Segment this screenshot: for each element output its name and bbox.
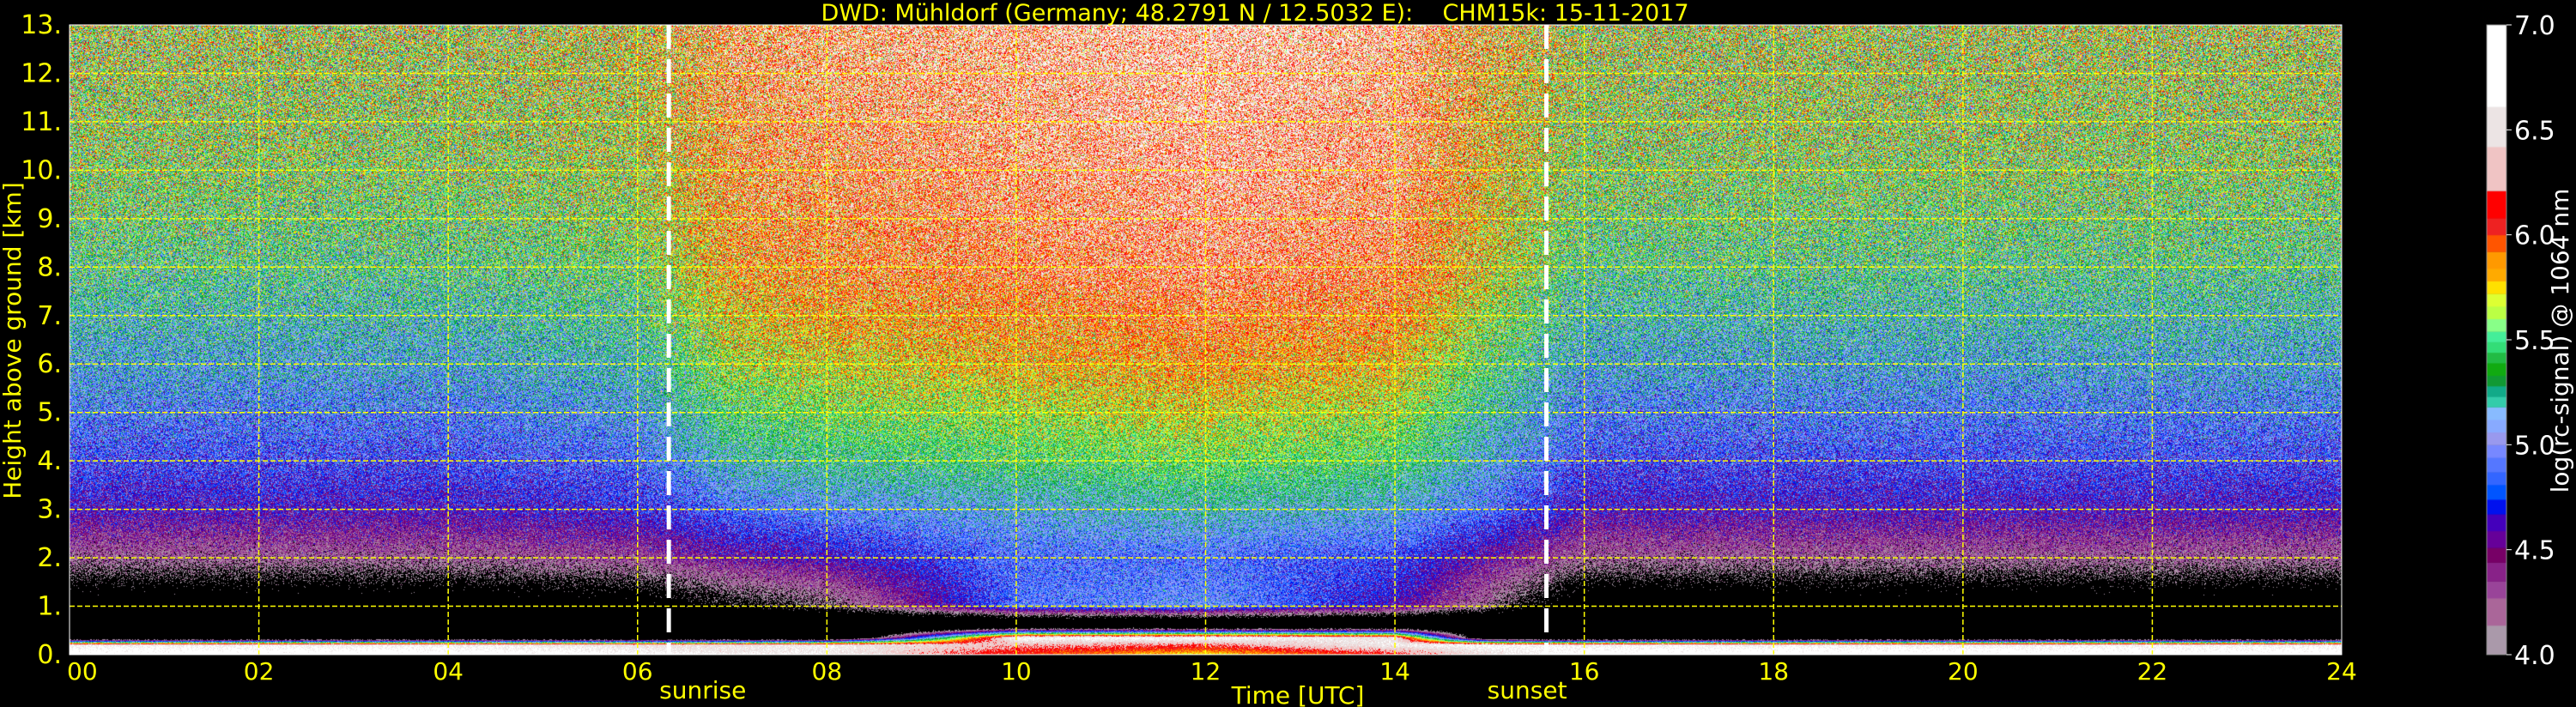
y-tick-label: 4.: [37, 446, 62, 476]
y-tick-labels: 0. 1. 2. 3. 4. 5. 6. 7. 8. 9. 10. 11. 12. 13.: [21, 10, 62, 670]
colorbar-raster: [2487, 25, 2506, 655]
colorbar-tick-label: 7.0: [2514, 11, 2555, 41]
y-tick-label: 10.: [21, 155, 62, 185]
y-tick-label: 3.: [37, 495, 62, 525]
x-tick-label: 24: [2326, 657, 2357, 686]
y-tick-label: 12.: [21, 58, 62, 88]
y-tick-label: 13.: [21, 10, 62, 40]
colorbar-tick-label: 5.0: [2514, 431, 2555, 461]
y-tick-label: 0.: [37, 640, 62, 670]
x-tick-labels: 00 02 04 06 08 10 12 14 16 18 20 22 24: [67, 657, 2357, 686]
x-tick-label: 10: [1001, 657, 1032, 686]
colorbar-tick-label: 6.0: [2514, 221, 2555, 251]
sunset-label: sunset: [1488, 676, 1567, 704]
sunrise-label: sunrise: [659, 676, 746, 704]
x-tick-label: 20: [1948, 657, 1979, 686]
y-tick-label: 7.: [37, 301, 62, 331]
y-tick-label: 2.: [37, 543, 62, 573]
x-tick-label: 06: [622, 657, 653, 686]
x-tick-label: 04: [433, 657, 464, 686]
x-tick-label: 16: [1569, 657, 1600, 686]
y-tick-label: 5.: [37, 398, 62, 428]
colorbar-tick-label: 4.0: [2514, 641, 2555, 671]
y-tick-label: 6.: [37, 349, 62, 379]
x-tick-label: 00: [67, 657, 98, 686]
y-tick-label: 9.: [37, 204, 62, 234]
x-tick-label: 18: [1758, 657, 1789, 686]
y-tick-label: 8.: [37, 252, 62, 282]
plot-frame: [69, 24, 2343, 656]
x-tick-label: 12: [1191, 657, 1221, 686]
colorbar-label: log(rc-signal) @ 1064 nm: [2546, 189, 2574, 493]
chart-title: DWD: Mühldorf (Germany; 48.2791 N / 12.5…: [821, 0, 1688, 27]
x-tick-label: 08: [812, 657, 843, 686]
y-axis-label: Height above ground [km]: [0, 182, 27, 499]
y-tick-label: 1.: [37, 592, 62, 622]
x-tick-label: 14: [1379, 657, 1410, 686]
event-lines: sunrise sunset: [659, 25, 1567, 704]
colorbar-tick-labels: 4.0 4.5 5.0 5.5 6.0 6.5 7.0: [2486, 11, 2555, 671]
colorbar-tick-label: 5.5: [2514, 326, 2555, 356]
colorbar-tick-label: 6.5: [2514, 116, 2555, 146]
x-axis-label: Time [UTC]: [1231, 681, 1365, 707]
x-tick-label: 22: [2137, 657, 2168, 686]
grid-lines: [70, 25, 2342, 655]
colorbar-tick-label: 4.5: [2514, 536, 2555, 566]
colorbar-frame: [2486, 24, 2507, 656]
y-tick-label: 11.: [21, 107, 62, 137]
x-tick-label: 02: [244, 657, 275, 686]
